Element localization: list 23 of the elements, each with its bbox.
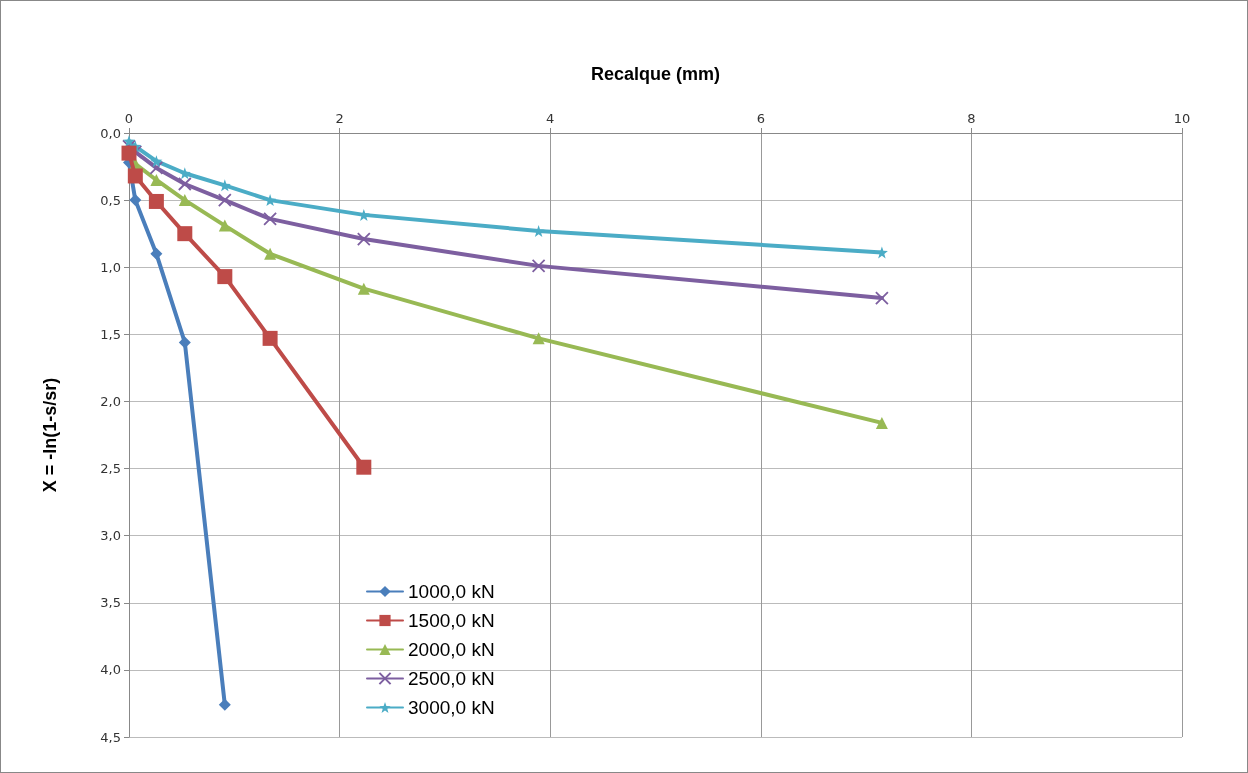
y-tick-label: 0,5 <box>100 192 121 208</box>
legend-label: 1000,0 kN <box>408 581 495 602</box>
x-tick-label: 4 <box>546 111 555 126</box>
x-axis-title: Recalque (mm) <box>590 64 721 84</box>
y-tick-label: 0,0 <box>100 125 121 141</box>
x-tick-label: 8 <box>967 111 976 126</box>
y-tick-label: 1,0 <box>100 259 121 275</box>
y-tick-label: 3,0 <box>100 528 121 544</box>
x-tick-label: 0 <box>124 111 134 126</box>
legend-label: 3000,0 kN <box>408 697 495 718</box>
y-tick-label: 1,5 <box>100 326 121 342</box>
legend-label: 2500,0 kN <box>408 668 495 689</box>
y-axis-title: X = -ln(1-s/sr) <box>40 377 60 493</box>
x-tick-label: 2 <box>335 111 344 126</box>
y-tick-label: 3,5 <box>100 595 121 611</box>
y-tick-label: 4,0 <box>100 662 121 678</box>
legend-label: 1500,0 kN <box>408 610 495 631</box>
y-tick-label: 2,5 <box>100 461 121 477</box>
x-tick-label: 6 <box>756 111 765 126</box>
x-tick-label: 10 <box>1173 111 1191 126</box>
y-tick-label: 2,0 <box>100 393 121 409</box>
y-tick-label: 4,5 <box>100 729 121 745</box>
legend-label: 2000,0 kN <box>408 639 495 660</box>
